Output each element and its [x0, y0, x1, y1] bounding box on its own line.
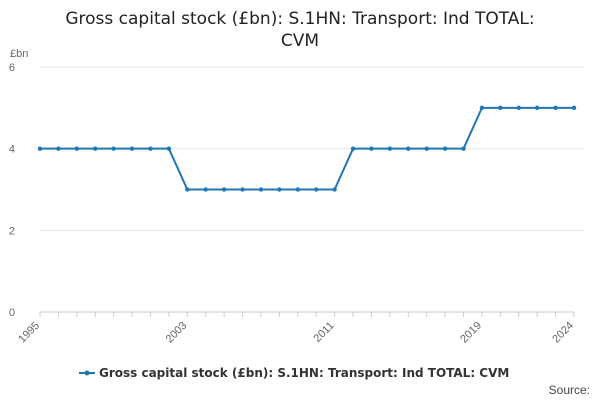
source-label: Source:: [549, 383, 590, 397]
data-point: [111, 146, 116, 151]
y-tick-label: 4: [9, 144, 15, 156]
chart-title-line-2: CVM: [281, 31, 319, 51]
x-axis: 1995 2003 2011 2019 2024: [16, 311, 576, 346]
data-point: [56, 146, 61, 151]
data-point: [442, 146, 448, 151]
x-tick-label: 2024: [550, 320, 576, 346]
x-tick-label: 2011: [312, 320, 337, 345]
data-point: [332, 187, 337, 192]
data-point: [129, 146, 135, 151]
data-point: [314, 187, 319, 192]
legend: Gross capital stock (£bn): S.1HN: Transp…: [79, 366, 509, 380]
data-point: [74, 146, 80, 151]
data-point: [277, 187, 282, 192]
data-point: [387, 146, 393, 151]
data-point: [479, 105, 485, 111]
data-point: [534, 105, 540, 111]
data-point: [498, 105, 503, 111]
chart-title-line-1: Gross capital stock (£bn): S.1HN: Transp…: [65, 9, 534, 29]
data-point: [461, 146, 466, 151]
y-axis-ticks: 0 2 4 6: [9, 62, 15, 319]
data-point: [369, 146, 374, 151]
y-tick-label: 6: [9, 62, 15, 74]
data-point: [203, 187, 208, 192]
data-point: [516, 105, 521, 111]
series-line: [40, 106, 574, 191]
x-tick-label: 1995: [16, 320, 42, 346]
y-tick-label: 2: [9, 225, 15, 237]
y-axis-unit-label: £bn: [10, 48, 28, 60]
data-point: [295, 187, 300, 192]
x-tick-label: 2019: [458, 320, 484, 346]
data-point: [185, 187, 190, 192]
data-point: [166, 146, 172, 151]
data-point: [258, 187, 264, 192]
data-point: [571, 105, 577, 111]
legend-entry-label: Gross capital stock (£bn): S.1HN: Transp…: [99, 366, 509, 380]
data-point: [350, 146, 356, 151]
data-point: [553, 105, 558, 111]
data-point: [221, 187, 227, 192]
legend-marker: [84, 370, 90, 376]
data-point: [240, 187, 245, 192]
data-point: [424, 146, 429, 151]
data-point: [406, 146, 411, 151]
series-layer: [37, 105, 577, 192]
x-tick-label: 2003: [164, 320, 190, 346]
y-tick-label: 0: [9, 307, 15, 319]
data-point: [93, 146, 98, 151]
data-point: [148, 146, 153, 151]
data-point: [37, 146, 43, 151]
